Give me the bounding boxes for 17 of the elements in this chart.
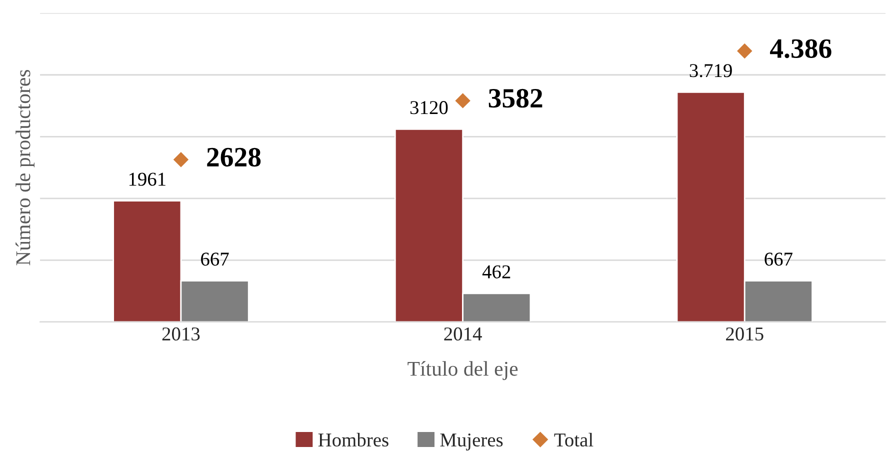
legend-label: Total (554, 432, 594, 447)
x-axis-title: Título del eje (408, 361, 518, 380)
y-axis-title: Número de productores (16, 70, 34, 266)
data-label: 4.386 (770, 39, 832, 58)
data-label: 3582 (488, 88, 542, 108)
data-label: 667 (201, 252, 229, 266)
data-label: 667 (764, 252, 792, 266)
data-label: 462 (482, 265, 510, 278)
x-tick-label: 2013 (162, 327, 200, 341)
x-tick-label: 2014 (444, 327, 482, 341)
data-label: 3120 (410, 101, 448, 114)
data-label: 1961 (129, 172, 166, 186)
data-label: 3.719 (690, 64, 732, 78)
x-tick-label: 2015 (726, 327, 764, 341)
data-label: 2628 (207, 148, 261, 167)
legend-label: Hombres (318, 432, 388, 447)
legend-label: Mujeres (440, 433, 503, 450)
